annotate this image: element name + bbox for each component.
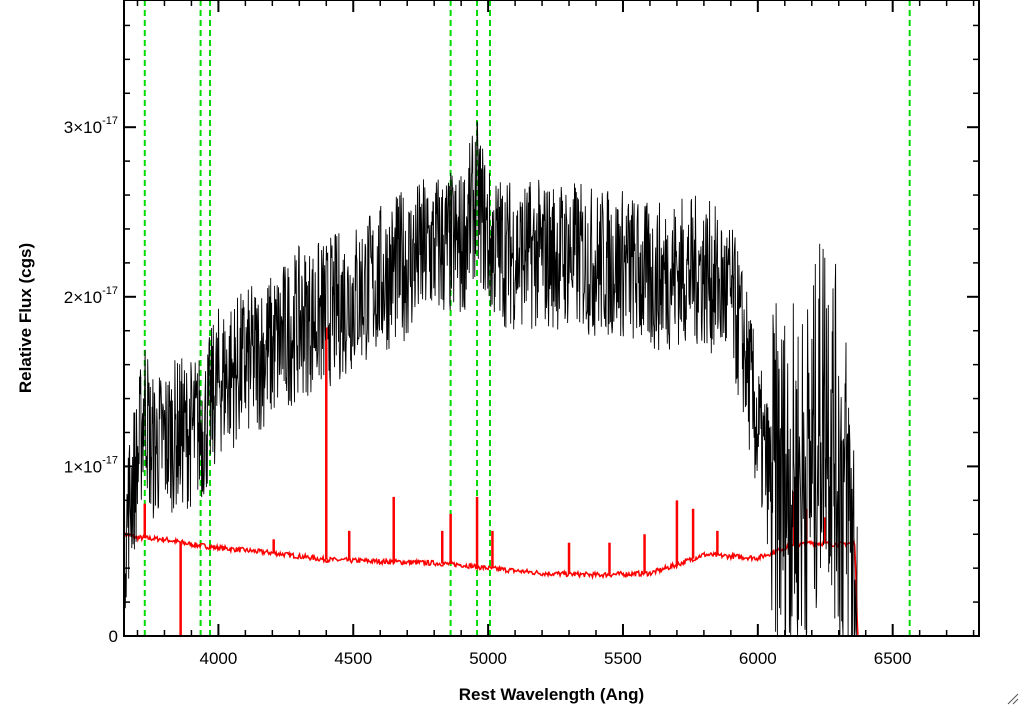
y-tick-label: 3×10-17	[64, 115, 118, 137]
x-tick-label: 6000	[739, 649, 777, 668]
x-tick-label: 5000	[469, 649, 507, 668]
x-tick-label: 4500	[334, 649, 372, 668]
tick-labels: 4000 4500 5000 5500 6000 6500 0 1×10-17 2×10-17 3…	[64, 115, 912, 668]
x-tick-label: 6500	[874, 649, 912, 668]
y-tick-label: 1×10-17	[64, 454, 118, 476]
y-axis-label: Relative Flux (cgs)	[16, 243, 35, 393]
x-axis-label: Rest Wavelength (Ang)	[459, 685, 644, 704]
x-tick-label: 5500	[604, 649, 642, 668]
x-tick-label: 4000	[199, 649, 237, 668]
series-layer	[123, 120, 979, 637]
ticks-layer	[124, 0, 979, 637]
y-tick-label: 0	[109, 627, 118, 646]
resize-grip-icon[interactable]	[1007, 693, 1019, 705]
y-tick-label: 2×10-17	[64, 285, 118, 307]
series-black-spectrum	[123, 120, 858, 637]
plot-frame	[123, 0, 980, 637]
